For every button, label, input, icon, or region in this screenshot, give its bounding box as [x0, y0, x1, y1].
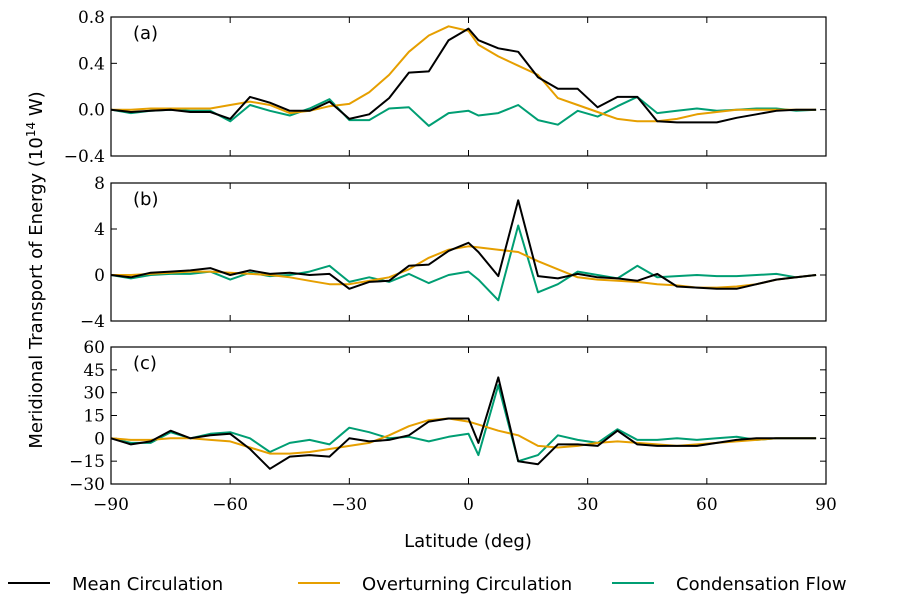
- y-tick-label: 0: [94, 266, 105, 286]
- panel-2: −30 −15 015 30 45 60 (c): [69, 338, 827, 495]
- series-line-mean-circulation: [110, 199, 817, 290]
- y-tick-label: 0.0: [78, 101, 105, 121]
- y-tick-label: −4: [80, 312, 105, 332]
- panel-frame: [110, 182, 827, 322]
- series-line-mean-circulation: [110, 27, 817, 124]
- y-tick-label: 8: [94, 174, 105, 194]
- y-tick-label: 0: [94, 429, 105, 449]
- y-tick-label: −0.4: [64, 147, 105, 167]
- x-tick-label: 60: [696, 495, 718, 515]
- series-line-condensation-flow: [110, 224, 817, 302]
- y-tick-label: −30: [69, 475, 105, 495]
- x-axis-title: Latitude (deg): [404, 531, 532, 552]
- y-tick-label: 15: [83, 407, 105, 427]
- x-tick-label: 0: [463, 495, 474, 515]
- x-tick-label: −60: [212, 495, 248, 515]
- y-tick-label: 0.4: [78, 54, 105, 74]
- series-line-overturning-circulation: [111, 25, 817, 123]
- y-tick-label: 60: [83, 338, 105, 358]
- x-tick-labels: −90 −60 −30 0 30 60 90: [93, 495, 837, 515]
- y-axis-title-unit: W): [26, 91, 47, 122]
- y-axis-title-main: Meridional Transport of Energy (: [26, 160, 47, 449]
- x-tick-label: 30: [577, 495, 599, 515]
- y-tick-label: 0.8: [78, 8, 105, 28]
- panel-label: (b): [133, 189, 158, 210]
- legend-label: Mean Circulation: [72, 574, 223, 595]
- y-tick-label: −15: [69, 452, 105, 472]
- panel-frame: [110, 16, 827, 157]
- y-axis-title: Meridional Transport of Energy (1014 W): [24, 91, 47, 448]
- panel-1: −4 0 4 8 (b): [80, 174, 827, 332]
- series-line-mean-circulation: [110, 376, 817, 470]
- legend-label: Overturning Circulation: [362, 574, 572, 595]
- panel-label: (a): [133, 23, 158, 44]
- plot-area: −0.40.00.40.8(a)−4048(b)−30−15015304560(…: [64, 8, 837, 515]
- y-tick-label: 45: [83, 361, 105, 381]
- series-line-overturning-circulation: [111, 245, 817, 289]
- x-tick-label: 90: [815, 495, 837, 515]
- x-tick-label: −90: [93, 495, 129, 515]
- y-tick-label: 4: [94, 220, 105, 240]
- series-line-overturning-circulation: [110, 417, 817, 455]
- series-line-condensation-flow: [110, 95, 817, 127]
- panel-label: (c): [133, 353, 157, 374]
- panel-0: −0.4 0.0 0.4 0.8 (a): [64, 8, 827, 167]
- x-tick-label: −30: [331, 495, 367, 515]
- y-tick-label: 30: [83, 384, 105, 404]
- y-axis-title-base: 10: [26, 137, 47, 160]
- series-line-condensation-flow: [110, 384, 817, 463]
- y-axis-title-exponent: 14: [24, 122, 38, 137]
- panel-frame: [110, 346, 827, 485]
- legend: Mean Circulation Overturning Circulation C…: [8, 574, 847, 595]
- legend-label: Condensation Flow: [676, 574, 847, 595]
